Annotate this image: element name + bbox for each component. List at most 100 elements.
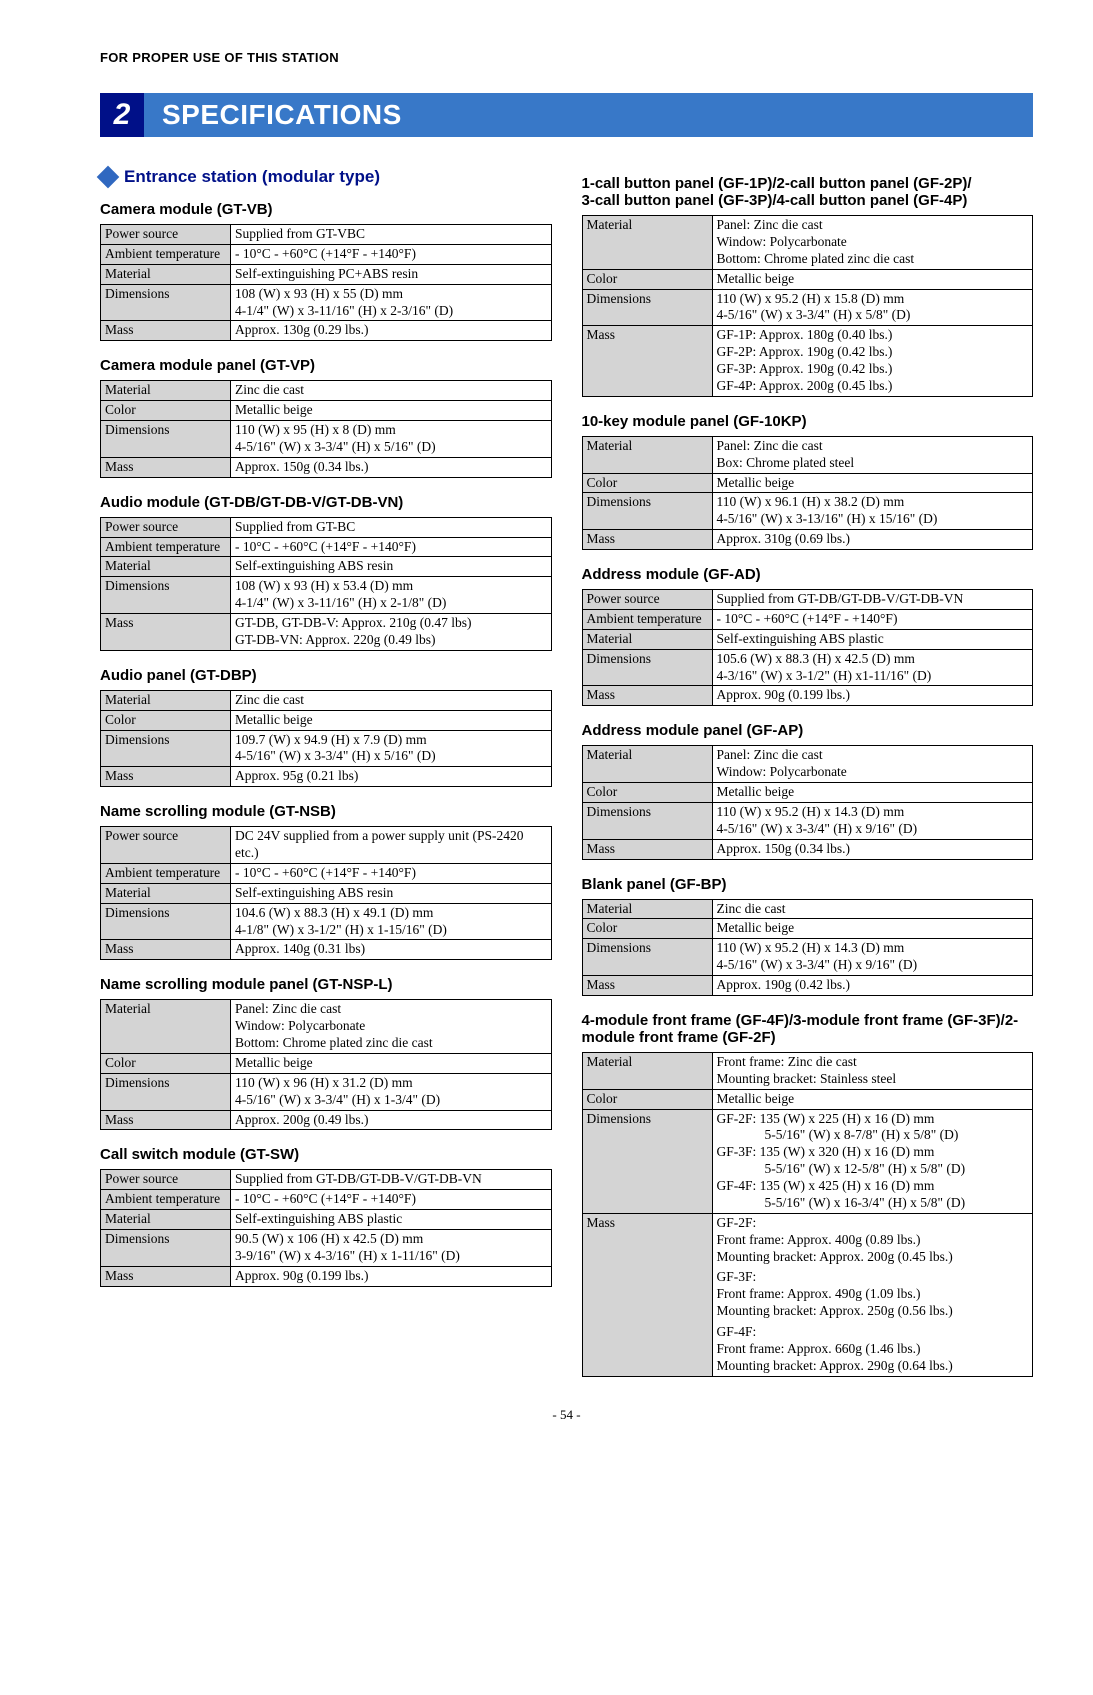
spec-value: Approx. 140g (0.31 lbs) <box>231 940 552 960</box>
spec-table: MaterialZinc die castColorMetallic beige… <box>582 899 1034 996</box>
spec-value: 108 (W) x 93 (H) x 55 (D) mm4-1/4" (W) x… <box>231 284 552 321</box>
spec-label: Mass <box>101 457 231 477</box>
spec-label: Color <box>101 401 231 421</box>
module-title: Audio module (GT-DB/GT-DB-V/GT-DB-VN) <box>100 494 552 511</box>
spec-table: MaterialPanel: Zinc die castWindow: Poly… <box>582 745 1034 859</box>
module-title: 4-module front frame (GF-4F)/3-module fr… <box>582 1012 1034 1046</box>
spec-label: Dimensions <box>101 284 231 321</box>
spec-label: Mass <box>582 1213 712 1376</box>
spec-label: Material <box>582 629 712 649</box>
spec-value: Self-extinguishing PC+ABS resin <box>231 264 552 284</box>
spec-label: Mass <box>101 321 231 341</box>
spec-value: Approx. 95g (0.21 lbs) <box>231 767 552 787</box>
spec-label: Mass <box>101 614 231 651</box>
spec-value: Zinc die cast <box>712 899 1033 919</box>
spec-label: Color <box>101 1053 231 1073</box>
spec-label: Mass <box>582 686 712 706</box>
spec-label: Mass <box>101 767 231 787</box>
spec-label: Dimensions <box>582 802 712 839</box>
spec-table: MaterialZinc die castColorMetallic beige… <box>100 380 552 477</box>
spec-value: 110 (W) x 96 (H) x 31.2 (D) mm4-5/16" (W… <box>231 1073 552 1110</box>
spec-label: Mass <box>101 940 231 960</box>
spec-value: Zinc die cast <box>231 381 552 401</box>
spec-value: - 10°C - +60°C (+14°F - +140°F) <box>231 537 552 557</box>
spec-label: Material <box>101 1210 231 1230</box>
spec-value: Zinc die cast <box>231 690 552 710</box>
spec-table: Power sourceSupplied from GT-VBCAmbient … <box>100 224 552 341</box>
spec-value: Front frame: Zinc die castMounting brack… <box>712 1052 1033 1089</box>
spec-label: Dimensions <box>582 649 712 686</box>
module-title: Address module (GF-AD) <box>582 566 1034 583</box>
spec-value: 110 (W) x 95.2 (H) x 14.3 (D) mm4-5/16" … <box>712 939 1033 976</box>
spec-value: 108 (W) x 93 (H) x 53.4 (D) mm4-1/4" (W)… <box>231 577 552 614</box>
spec-value: Self-extinguishing ABS resin <box>231 557 552 577</box>
spec-value: Supplied from GT-DB/GT-DB-V/GT-DB-VN <box>712 590 1033 610</box>
spec-table: Power sourceSupplied from GT-DB/GT-DB-V/… <box>100 1169 552 1286</box>
spec-label: Mass <box>582 326 712 397</box>
page-number: - 54 - <box>100 1407 1033 1423</box>
spec-value: Metallic beige <box>712 473 1033 493</box>
spec-value: 110 (W) x 95.2 (H) x 14.3 (D) mm4-5/16" … <box>712 802 1033 839</box>
spec-value: Metallic beige <box>231 1053 552 1073</box>
spec-label: Ambient temperature <box>101 1190 231 1210</box>
spec-value: GT-DB, GT-DB-V: Approx. 210g (0.47 lbs)G… <box>231 614 552 651</box>
spec-value: Approx. 190g (0.42 lbs.) <box>712 976 1033 996</box>
spec-value: Self-extinguishing ABS plastic <box>712 629 1033 649</box>
spec-label: Color <box>582 269 712 289</box>
spec-value: - 10°C - +60°C (+14°F - +140°F) <box>231 863 552 883</box>
spec-label: Material <box>582 436 712 473</box>
spec-label: Dimensions <box>101 421 231 458</box>
left-column: Entrance station (modular type) Camera m… <box>100 167 552 1377</box>
spec-label: Material <box>101 381 231 401</box>
spec-label: Material <box>101 1000 231 1054</box>
spec-label: Material <box>101 264 231 284</box>
diamond-icon <box>97 166 120 189</box>
spec-value: Approx. 130g (0.29 lbs.) <box>231 321 552 341</box>
spec-value: 104.6 (W) x 88.3 (H) x 49.1 (D) mm4-1/8"… <box>231 903 552 940</box>
spec-label: Ambient temperature <box>101 244 231 264</box>
right-column: 1-call button panel (GF-1P)/2-call butto… <box>582 167 1034 1377</box>
spec-label: Color <box>582 473 712 493</box>
spec-table: Power sourceDC 24V supplied from a power… <box>100 826 552 960</box>
spec-label: Dimensions <box>582 289 712 326</box>
spec-label: Power source <box>101 517 231 537</box>
module-title: Address module panel (GF-AP) <box>582 722 1034 739</box>
spec-value: Metallic beige <box>231 401 552 421</box>
section-number: 2 <box>100 93 144 137</box>
spec-label: Power source <box>101 1170 231 1190</box>
spec-label: Mass <box>582 976 712 996</box>
spec-value: Metallic beige <box>712 783 1033 803</box>
spec-label: Material <box>582 216 712 270</box>
spec-value: Approx. 200g (0.49 lbs.) <box>231 1110 552 1130</box>
module-title: Name scrolling module panel (GT-NSP-L) <box>100 976 552 993</box>
spec-table: MaterialPanel: Zinc die castWindow: Poly… <box>100 999 552 1130</box>
spec-value: Approx. 90g (0.199 lbs.) <box>231 1266 552 1286</box>
spec-label: Dimensions <box>101 903 231 940</box>
module-title: Camera module panel (GT-VP) <box>100 357 552 374</box>
module-title: 10-key module panel (GF-10KP) <box>582 413 1034 430</box>
spec-label: Dimensions <box>101 730 231 767</box>
spec-value: 110 (W) x 95 (H) x 8 (D) mm4-5/16" (W) x… <box>231 421 552 458</box>
spec-label: Dimensions <box>101 1073 231 1110</box>
spec-value: 109.7 (W) x 94.9 (H) x 7.9 (D) mm4-5/16"… <box>231 730 552 767</box>
spec-value: GF-2F:Front frame: Approx. 400g (0.89 lb… <box>712 1213 1033 1376</box>
spec-value: Metallic beige <box>712 269 1033 289</box>
spec-value: Panel: Zinc die castWindow: Polycarbonat… <box>712 746 1033 783</box>
spec-label: Dimensions <box>582 1109 712 1213</box>
spec-table: MaterialPanel: Zinc die castWindow: Poly… <box>582 215 1034 397</box>
spec-value: - 10°C - +60°C (+14°F - +140°F) <box>231 244 552 264</box>
spec-value: Metallic beige <box>231 710 552 730</box>
spec-value: - 10°C - +60°C (+14°F - +140°F) <box>712 609 1033 629</box>
spec-value: 110 (W) x 95.2 (H) x 15.8 (D) mm4-5/16" … <box>712 289 1033 326</box>
spec-value: Supplied from GT-VBC <box>231 225 552 245</box>
spec-label: Material <box>101 557 231 577</box>
spec-value: Panel: Zinc die castBox: Chrome plated s… <box>712 436 1033 473</box>
spec-label: Dimensions <box>582 493 712 530</box>
spec-value: Approx. 150g (0.34 lbs.) <box>231 457 552 477</box>
spec-label: Power source <box>582 590 712 610</box>
spec-label: Color <box>582 919 712 939</box>
section-title: SPECIFICATIONS <box>144 93 1033 137</box>
section-bar: 2 SPECIFICATIONS <box>100 93 1033 137</box>
spec-value: Approx. 310g (0.69 lbs.) <box>712 530 1033 550</box>
subheading-text: Entrance station (modular type) <box>124 167 380 187</box>
